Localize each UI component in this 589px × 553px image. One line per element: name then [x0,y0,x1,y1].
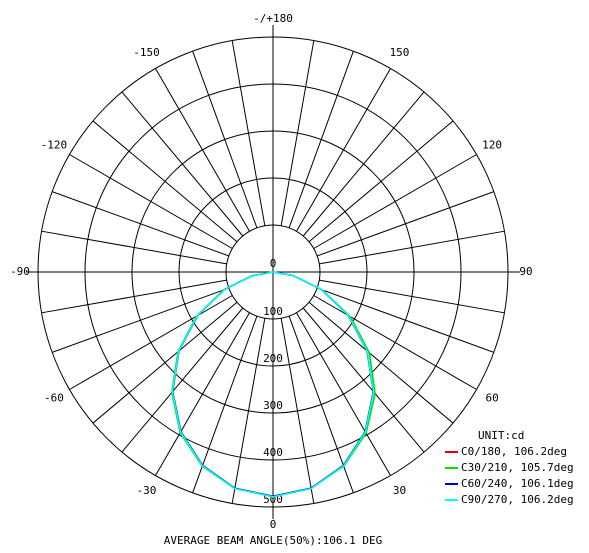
angle-tick-label: -90 [10,265,30,278]
grid-circle [131,130,415,414]
angle-tick-label: 90 [519,265,532,278]
angle-tick-label: 120 [482,139,502,152]
grid-circle [178,177,368,367]
grid-circle [225,224,321,320]
legend-label: C90/270, 106.2deg [461,493,574,506]
legend-label: C30/210, 105.7deg [461,461,574,474]
legend-label: C0/180, 106.2deg [461,445,567,458]
angle-tick-label: -120 [41,139,68,152]
series-line [171,271,375,498]
angle-tick-label: -/+180 [253,12,293,25]
r-tick-label: 0 [270,257,277,270]
legend-title: UNIT:cd [478,429,524,442]
angle-tick-label: 150 [390,46,410,59]
r-tick-label: 300 [263,399,283,412]
angle-tick-label: -150 [133,46,160,59]
angle-tick-label: 60 [485,392,498,405]
angle-tick-label: -60 [44,392,64,405]
angle-tick-label: 30 [393,484,406,497]
legend-label: C60/240, 106.1deg [461,477,574,490]
grid-circle [84,83,462,461]
caption: AVERAGE BEAM ANGLE(50%):106.1 DEG [164,534,383,547]
angle-tick-label: -30 [137,484,157,497]
grid-circle [37,36,509,508]
r-tick-label: 100 [263,305,283,318]
r-tick-label: 400 [263,446,283,459]
r-tick-label: 200 [263,352,283,365]
angle-tick-label: 0 [270,518,277,531]
